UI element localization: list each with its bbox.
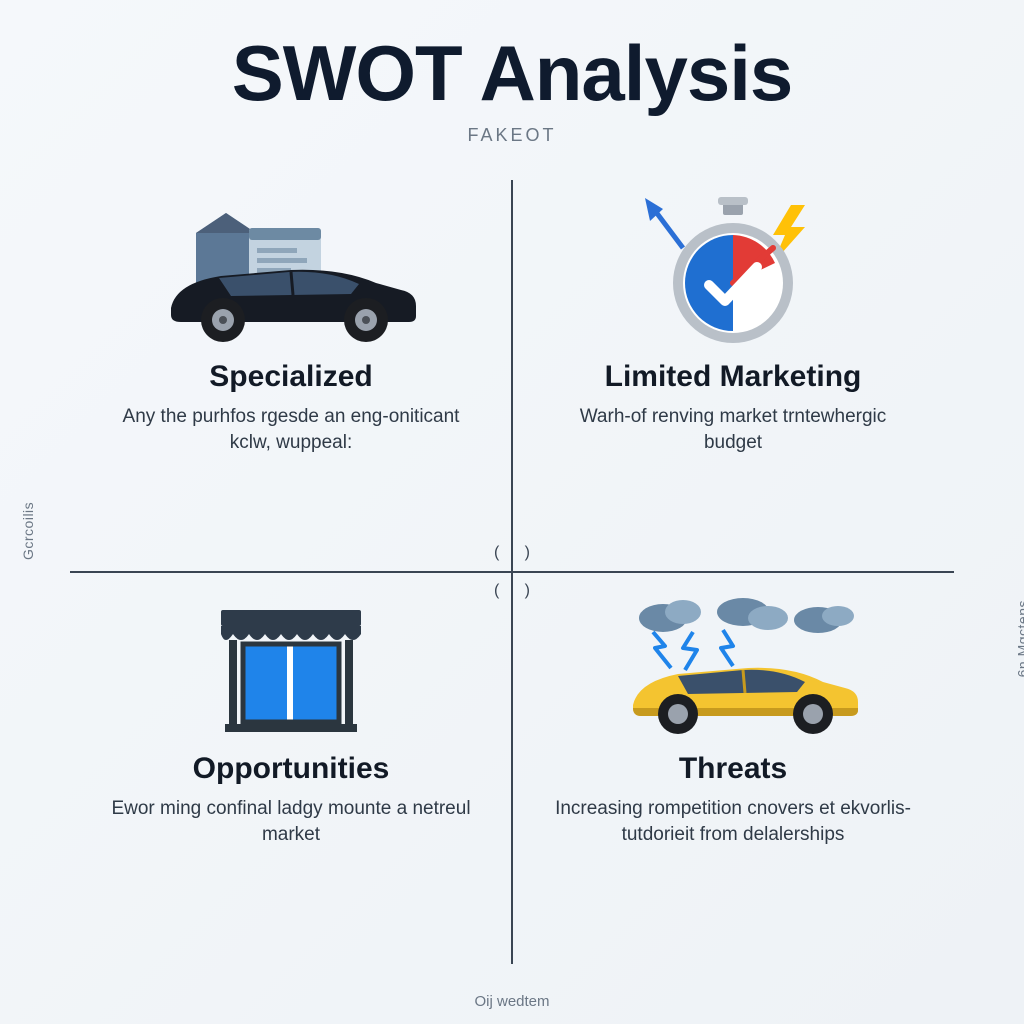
threats-desc: Increasing rompetition cnovers et ekvorl… xyxy=(553,796,913,847)
threats-title: Threats xyxy=(679,752,787,786)
quadrant-strengths: Specialized Any the purhfos rgesde an en… xyxy=(70,180,512,572)
strengths-title: Specialized xyxy=(209,360,372,394)
quadrant-opportunities: Opportunities Ewor ming confinal ladgy m… xyxy=(70,572,512,964)
weaknesses-title: Limited Marketing xyxy=(605,360,862,394)
axis-label-bottom: Oij wedtem xyxy=(474,993,549,1010)
opportunities-desc: Ewor ming confinal ladgy mounte a netreu… xyxy=(111,796,471,847)
axis-label-left: Gcrcoilis xyxy=(20,502,36,560)
quadrant-weaknesses: Limited Marketing Warh-of renving market… xyxy=(512,180,954,572)
weaknesses-desc: Warh-of renving market trntewhergic budg… xyxy=(553,404,913,455)
strengths-desc: Any the purhfos rgesde an eng-oniticant … xyxy=(111,404,471,455)
page-title: SWOT Analysis xyxy=(0,0,1024,119)
swot-grid: ( ) ( ) xyxy=(70,180,954,964)
quadrant-threats: Threats Increasing rompetition cnovers e… xyxy=(512,572,954,964)
stopwatch-icon xyxy=(540,198,926,348)
subtitle: FAKEOT xyxy=(0,125,1024,146)
car-storm-icon xyxy=(540,590,926,740)
opportunities-title: Opportunities xyxy=(193,752,390,786)
storefront-icon xyxy=(98,590,484,740)
axis-label-right: 6n Mgctens xyxy=(1014,600,1024,677)
car-building-icon xyxy=(98,198,484,348)
